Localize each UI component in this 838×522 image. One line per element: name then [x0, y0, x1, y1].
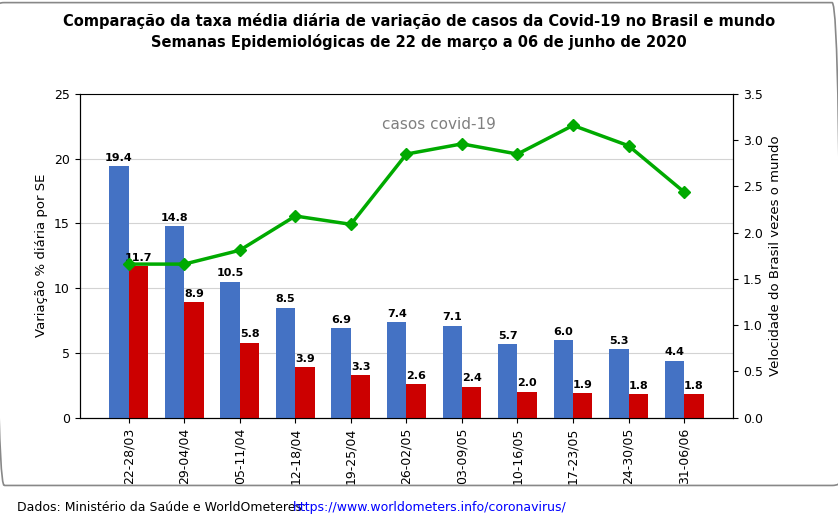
Bar — [276, 307, 295, 418]
Text: 8.9: 8.9 — [184, 289, 204, 299]
Bar — [573, 393, 592, 418]
Bar — [442, 326, 462, 418]
Bar — [295, 367, 315, 418]
Text: 8.5: 8.5 — [276, 294, 296, 304]
Text: Dados: Ministério da Saúde e WorldOmeteres:: Dados: Ministério da Saúde e WorldOmeter… — [17, 501, 310, 514]
Text: 2.0: 2.0 — [517, 378, 537, 388]
Bar — [498, 344, 518, 418]
Text: 1.9: 1.9 — [573, 380, 592, 390]
Text: Comparação da taxa média diária de variação de casos da Covid-19 no Brasil e mun: Comparação da taxa média diária de varia… — [63, 13, 775, 29]
Text: 7.1: 7.1 — [442, 313, 462, 323]
Bar — [684, 394, 704, 418]
Text: 6.9: 6.9 — [331, 315, 351, 325]
Bar — [184, 302, 204, 418]
Text: 1.8: 1.8 — [628, 381, 648, 391]
Bar — [406, 384, 426, 418]
Bar — [628, 394, 648, 418]
Bar — [387, 322, 406, 418]
Text: https://www.worldometers.info/coronavirus/: https://www.worldometers.info/coronaviru… — [293, 501, 567, 514]
Bar — [220, 282, 240, 418]
Text: 14.8: 14.8 — [161, 213, 189, 223]
Bar — [518, 392, 537, 418]
Text: casos covid-19: casos covid-19 — [382, 116, 496, 132]
Text: 1.8: 1.8 — [684, 381, 704, 391]
Bar — [554, 340, 573, 418]
Bar — [109, 167, 129, 418]
Text: 10.5: 10.5 — [216, 268, 244, 278]
Text: 6.0: 6.0 — [553, 327, 573, 337]
Text: 4.4: 4.4 — [665, 348, 685, 358]
Text: 5.8: 5.8 — [240, 329, 259, 339]
Text: 3.3: 3.3 — [351, 362, 370, 372]
Text: 5.3: 5.3 — [609, 336, 628, 346]
Bar — [665, 361, 684, 418]
Bar — [129, 266, 148, 418]
Bar — [165, 226, 184, 418]
Text: 5.7: 5.7 — [498, 330, 518, 340]
Text: 19.4: 19.4 — [105, 153, 133, 163]
Bar — [609, 349, 628, 418]
Text: 2.6: 2.6 — [406, 371, 426, 381]
Text: 7.4: 7.4 — [387, 309, 406, 318]
Bar — [240, 342, 259, 418]
Y-axis label: Velocidade do Brasil vezes o mundo: Velocidade do Brasil vezes o mundo — [768, 136, 782, 376]
Bar — [462, 386, 481, 418]
Bar — [351, 375, 370, 418]
Bar — [332, 328, 351, 418]
Y-axis label: Variação % diária por SE: Variação % diária por SE — [35, 174, 49, 337]
Text: 2.4: 2.4 — [462, 373, 482, 383]
Text: 3.9: 3.9 — [295, 354, 315, 364]
Text: Semanas Epidemiológicas de 22 de março a 06 de junho de 2020: Semanas Epidemiológicas de 22 de março a… — [151, 34, 687, 50]
Text: 11.7: 11.7 — [125, 253, 153, 263]
